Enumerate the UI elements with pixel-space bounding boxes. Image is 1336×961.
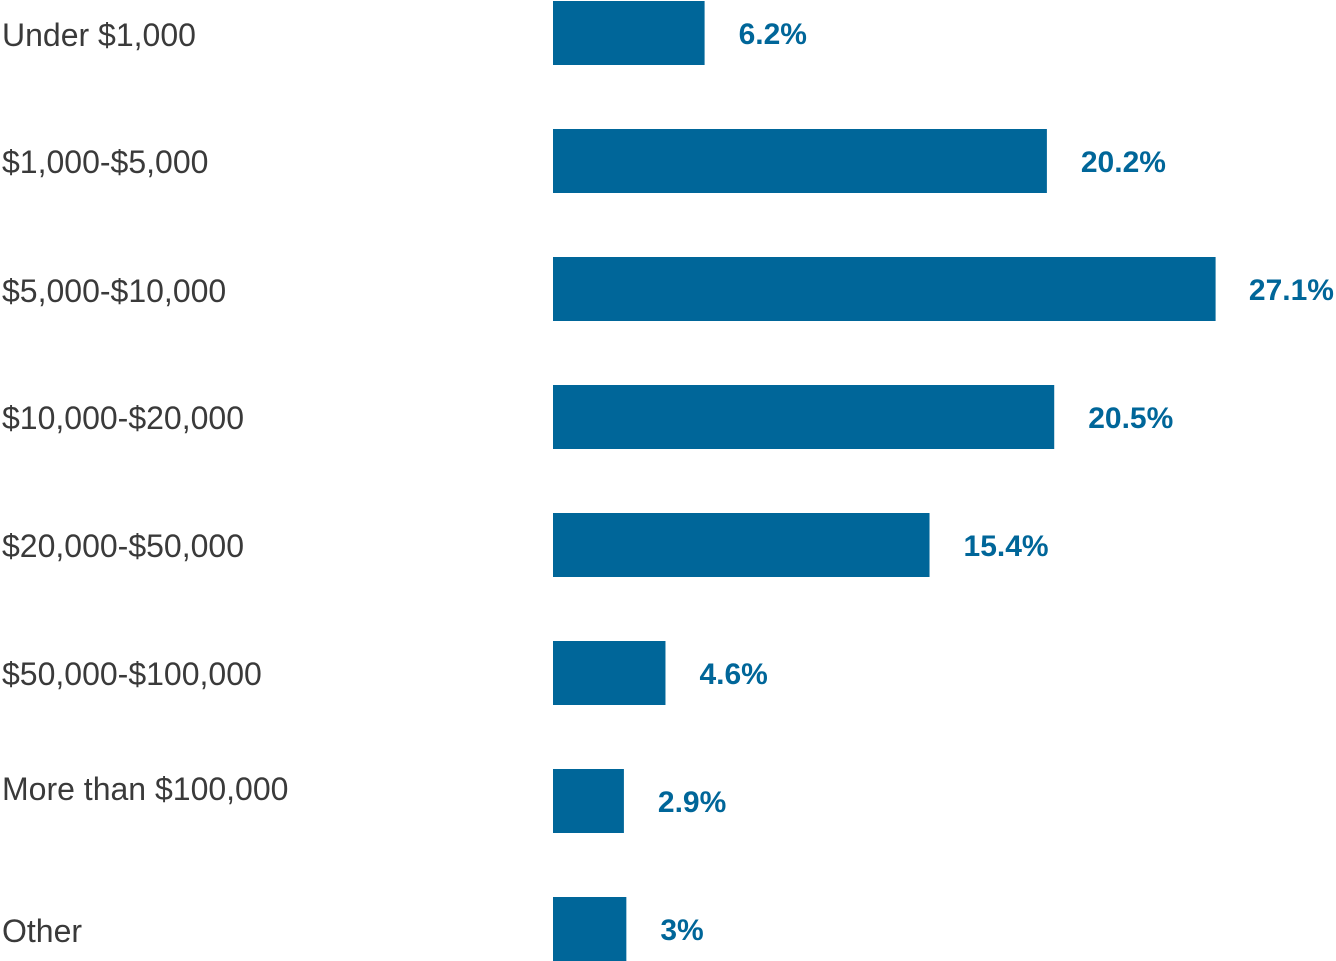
category-label: More than $100,000 (2, 771, 288, 807)
value-label: 4.6% (699, 658, 767, 691)
bar (553, 769, 624, 833)
category-label: $1,000-$5,000 (2, 144, 208, 180)
category-label: $10,000-$20,000 (2, 400, 244, 436)
value-labels: 6.2% 20.2% 27.1% 20.5% 15.4% 4.6% 2.9% 3% (658, 18, 1334, 947)
category-labels: Under $1,000 $1,000-$5,000 $5,000-$10,000 $… (2, 17, 288, 949)
category-label: $5,000-$10,000 (2, 273, 226, 309)
category-label: Under $1,000 (2, 17, 196, 53)
value-label: 15.4% (964, 530, 1049, 563)
value-label: 6.2% (739, 18, 807, 51)
bar (553, 641, 666, 705)
category-label: $50,000-$100,000 (2, 656, 262, 692)
value-label: 2.9% (658, 786, 726, 819)
value-label: 3% (660, 914, 703, 947)
category-label: $20,000-$50,000 (2, 528, 244, 564)
bars (553, 1, 1216, 961)
bar (553, 513, 930, 577)
bar (553, 897, 627, 961)
bar (553, 257, 1216, 321)
value-label: 20.5% (1088, 402, 1173, 435)
bar (553, 129, 1047, 193)
bar (553, 1, 705, 65)
value-label: 20.2% (1081, 146, 1166, 179)
category-label: Other (2, 913, 82, 949)
value-label: 27.1% (1249, 274, 1334, 307)
bar (553, 385, 1055, 449)
